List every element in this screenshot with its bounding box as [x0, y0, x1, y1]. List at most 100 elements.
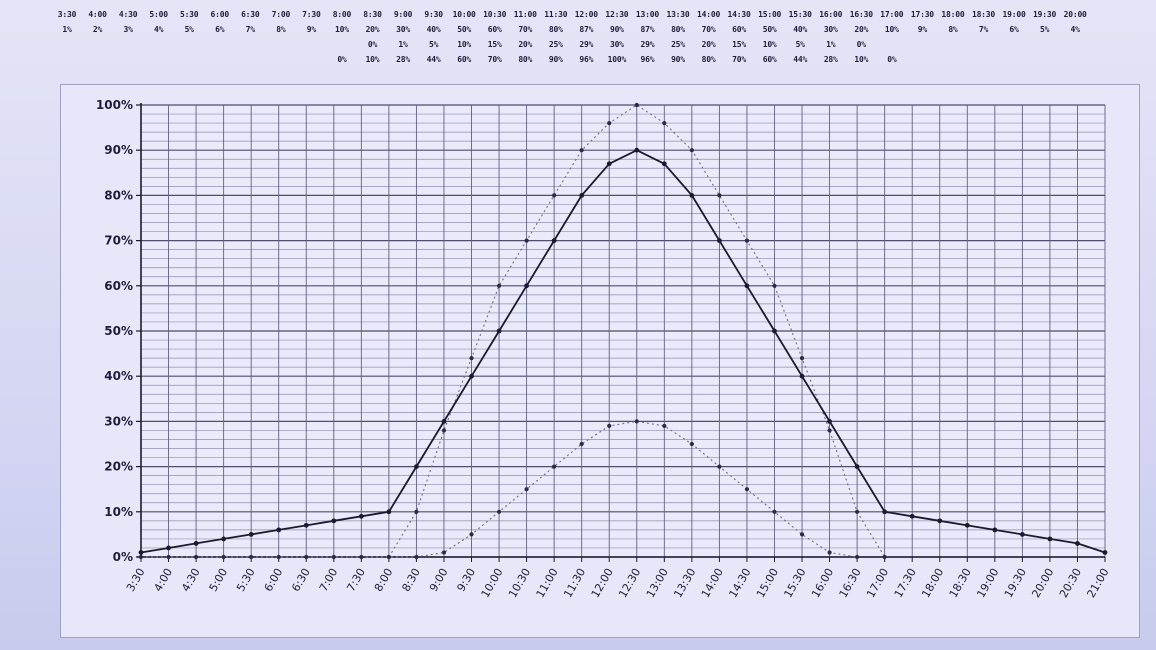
table-header-cell: 13:00 — [635, 10, 659, 19]
table-cell: 8% — [948, 25, 958, 34]
data-point — [579, 193, 585, 198]
table-cell: 29% — [579, 40, 594, 49]
data-point — [414, 509, 419, 514]
table-cell: 30% — [396, 25, 410, 34]
table-cell: 70% — [487, 55, 502, 64]
data-point — [138, 554, 144, 560]
data-point — [221, 536, 227, 542]
x-tick-label: 10:30 — [506, 566, 533, 600]
table-cell: 1% — [62, 25, 72, 34]
data-point — [909, 513, 915, 519]
table-cell: 28% — [823, 55, 838, 64]
table-cell: 60% — [457, 55, 472, 64]
data-point — [359, 554, 364, 560]
data-point — [469, 356, 474, 361]
data-point — [496, 509, 502, 514]
table-cell: 90% — [609, 25, 624, 34]
data-point — [386, 554, 391, 560]
x-tick-label: 12:00 — [589, 566, 616, 600]
data-point — [634, 419, 639, 424]
y-tick-label: 20% — [104, 460, 133, 474]
data-point — [524, 283, 529, 289]
x-tick-label: 3:30 — [124, 566, 148, 594]
data-point — [799, 532, 805, 537]
table-cell: 1% — [398, 40, 408, 49]
y-tick-label: 90% — [104, 143, 133, 157]
x-tick-label: 11:00 — [534, 566, 561, 600]
table-header-cell: 7:30 — [302, 10, 321, 19]
table-cell: 0% — [367, 40, 378, 49]
data-point — [772, 509, 777, 514]
x-tick-label: 21:00 — [1084, 566, 1111, 600]
table-cell: 60% — [762, 55, 777, 64]
table-header-cell: 16:30 — [849, 10, 873, 19]
x-tick-label: 6:00 — [262, 566, 286, 594]
data-point — [827, 428, 832, 433]
table-cell: 1% — [826, 40, 836, 49]
data-point — [496, 283, 502, 288]
table-header-cell: 6:00 — [210, 10, 230, 19]
x-tick-label: 16:30 — [837, 566, 864, 600]
table-cell: 5% — [795, 40, 805, 49]
x-tick-label: 8:00 — [372, 566, 396, 594]
data-point — [524, 238, 529, 243]
data-point — [634, 102, 639, 108]
data-point — [579, 148, 584, 153]
data-point — [827, 419, 832, 424]
data-point — [138, 550, 144, 555]
data-point — [992, 527, 998, 533]
data-point — [744, 238, 750, 243]
data-point — [496, 328, 502, 334]
x-tick-label: 16:00 — [809, 566, 836, 600]
x-tick-label: 19:00 — [974, 566, 1001, 600]
data-point — [1075, 541, 1080, 546]
data-point — [855, 509, 860, 514]
x-tick-label: 20:00 — [1029, 566, 1056, 600]
data-point — [799, 356, 805, 361]
table-header-cell: 15:30 — [788, 10, 812, 19]
table-cell: 3% — [123, 25, 133, 34]
x-tick-label: 20:30 — [1057, 566, 1084, 600]
table-header-cell: 8:00 — [332, 10, 352, 19]
data-point — [662, 120, 667, 126]
line-chart: 0% 10% 20% 30% 40% 50% 60% 70% 80% 90% 100% 3:30 4:0… — [96, 98, 1112, 600]
table-header-cell: 12:30 — [605, 10, 629, 19]
table-cell: 96% — [579, 55, 594, 64]
data-point — [303, 522, 309, 528]
table-header-cell: 9:30 — [424, 10, 443, 19]
x-tick-label: 17:00 — [864, 566, 891, 600]
data-point — [193, 541, 199, 546]
table-cell: 25% — [548, 40, 563, 49]
data-point — [607, 423, 612, 429]
table-header-cell: 11:30 — [544, 10, 568, 19]
table-cell: 0% — [887, 55, 897, 64]
y-tick-label: 0% — [113, 550, 133, 564]
x-tick-label: 6:30 — [289, 566, 313, 594]
table-header-cell: 4:30 — [118, 10, 138, 19]
data-point — [634, 147, 640, 153]
table-cell: 80% — [518, 55, 533, 64]
data-point — [386, 509, 392, 515]
data-point — [414, 464, 419, 469]
y-tick-label: 70% — [104, 234, 133, 248]
y-tick-label: 50% — [104, 324, 133, 338]
data-point — [689, 193, 695, 198]
x-tick-label: 12:30 — [616, 566, 643, 600]
table-header-cell: 17:30 — [910, 10, 934, 19]
data-point — [799, 373, 805, 379]
data-table: 3:30 4:00 4:30 5:00 5:30 6:00 6:30 7:00 7:30 8:00… — [0, 0, 1156, 70]
table-header-cell: 16:00 — [819, 10, 843, 19]
data-point — [276, 527, 282, 533]
data-point — [166, 545, 171, 551]
x-tick-label: 14:00 — [699, 566, 726, 600]
table-header-cell: 18:00 — [941, 10, 965, 19]
table-cell: 29% — [640, 40, 655, 49]
table-header-cell: 19:30 — [1033, 10, 1057, 19]
table-cell: 96% — [640, 55, 655, 64]
data-point — [358, 513, 364, 519]
table-cell: 80% — [701, 55, 716, 64]
data-point — [882, 554, 887, 560]
data-point — [744, 283, 750, 289]
y-tick-label: 60% — [104, 279, 133, 293]
x-tick-label: 10:00 — [479, 566, 506, 600]
